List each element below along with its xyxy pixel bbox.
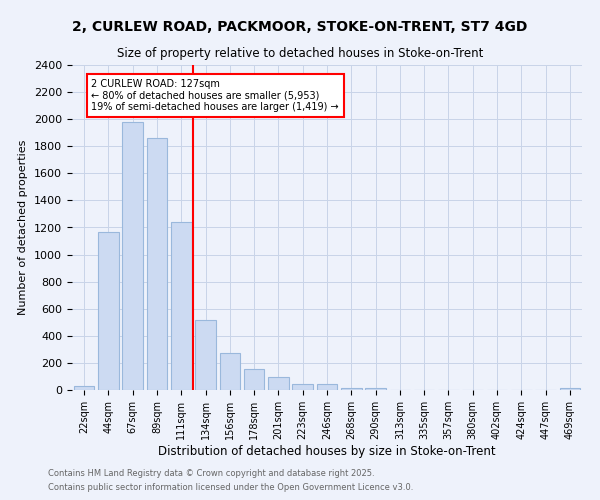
Bar: [146, 138, 167, 390]
Bar: [268, 377, 289, 390]
Bar: [98, 232, 119, 390]
Text: 2 CURLEW ROAD: 127sqm
← 80% of detached houses are smaller (5,953)
19% of semi-d: 2 CURLEW ROAD: 127sqm ← 80% of detached …: [91, 78, 339, 112]
Bar: [244, 369, 265, 390]
Bar: [365, 388, 386, 390]
Bar: [341, 388, 362, 390]
Text: Contains public sector information licensed under the Open Government Licence v3: Contains public sector information licen…: [48, 484, 413, 492]
X-axis label: Distribution of detached houses by size in Stoke-on-Trent: Distribution of detached houses by size …: [158, 444, 496, 458]
Text: Contains HM Land Registry data © Crown copyright and database right 2025.: Contains HM Land Registry data © Crown c…: [48, 468, 374, 477]
Bar: [74, 386, 94, 390]
Text: Size of property relative to detached houses in Stoke-on-Trent: Size of property relative to detached ho…: [117, 48, 483, 60]
Text: 2, CURLEW ROAD, PACKMOOR, STOKE-ON-TRENT, ST7 4GD: 2, CURLEW ROAD, PACKMOOR, STOKE-ON-TRENT…: [73, 20, 527, 34]
Bar: [171, 222, 191, 390]
Bar: [560, 388, 580, 390]
Bar: [317, 384, 337, 390]
Y-axis label: Number of detached properties: Number of detached properties: [19, 140, 28, 315]
Bar: [122, 122, 143, 390]
Bar: [195, 320, 216, 390]
Bar: [292, 384, 313, 390]
Bar: [220, 353, 240, 390]
